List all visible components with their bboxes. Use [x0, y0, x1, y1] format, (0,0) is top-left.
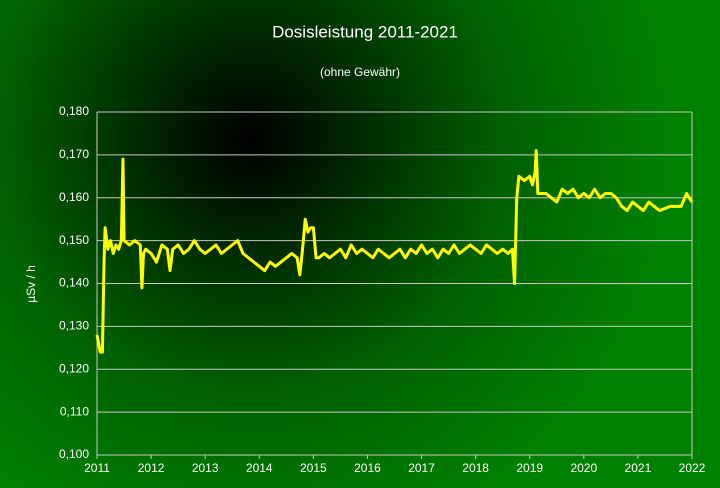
- y-tick-label: 0,100: [59, 447, 89, 461]
- x-tick-label: 2020: [570, 461, 597, 475]
- y-tick-label: 0,160: [59, 190, 89, 204]
- x-tick-label: 2016: [354, 461, 381, 475]
- y-tick-label: 0,140: [59, 276, 89, 290]
- y-tick-label: 0,180: [59, 104, 89, 118]
- x-tick-label: 2019: [516, 461, 543, 475]
- x-tick-label: 2021: [625, 461, 652, 475]
- y-tick-label: 0,170: [59, 147, 89, 161]
- y-tick-label: 0,130: [59, 319, 89, 333]
- x-tick-label: 2013: [192, 461, 219, 475]
- chart-title: Dosisleistung 2011-2021: [272, 22, 458, 41]
- data-line: [95, 149, 694, 354]
- x-tick-label: 2012: [138, 461, 165, 475]
- x-tick-label: 2018: [462, 461, 489, 475]
- x-tick-label: 2015: [300, 461, 327, 475]
- x-tick-label: 2022: [679, 461, 706, 475]
- y-tick-label: 0,110: [60, 404, 89, 418]
- x-tick-label: 2017: [408, 461, 435, 475]
- y-axis-label: µSv / h: [24, 265, 38, 303]
- x-tick-label: 2011: [84, 461, 110, 475]
- x-tick-label: 2014: [246, 461, 273, 475]
- chart-subtitle: (ohne Gewähr): [320, 65, 400, 79]
- y-tick-label: 0,120: [59, 361, 89, 375]
- y-tick-label: 0,150: [59, 233, 89, 247]
